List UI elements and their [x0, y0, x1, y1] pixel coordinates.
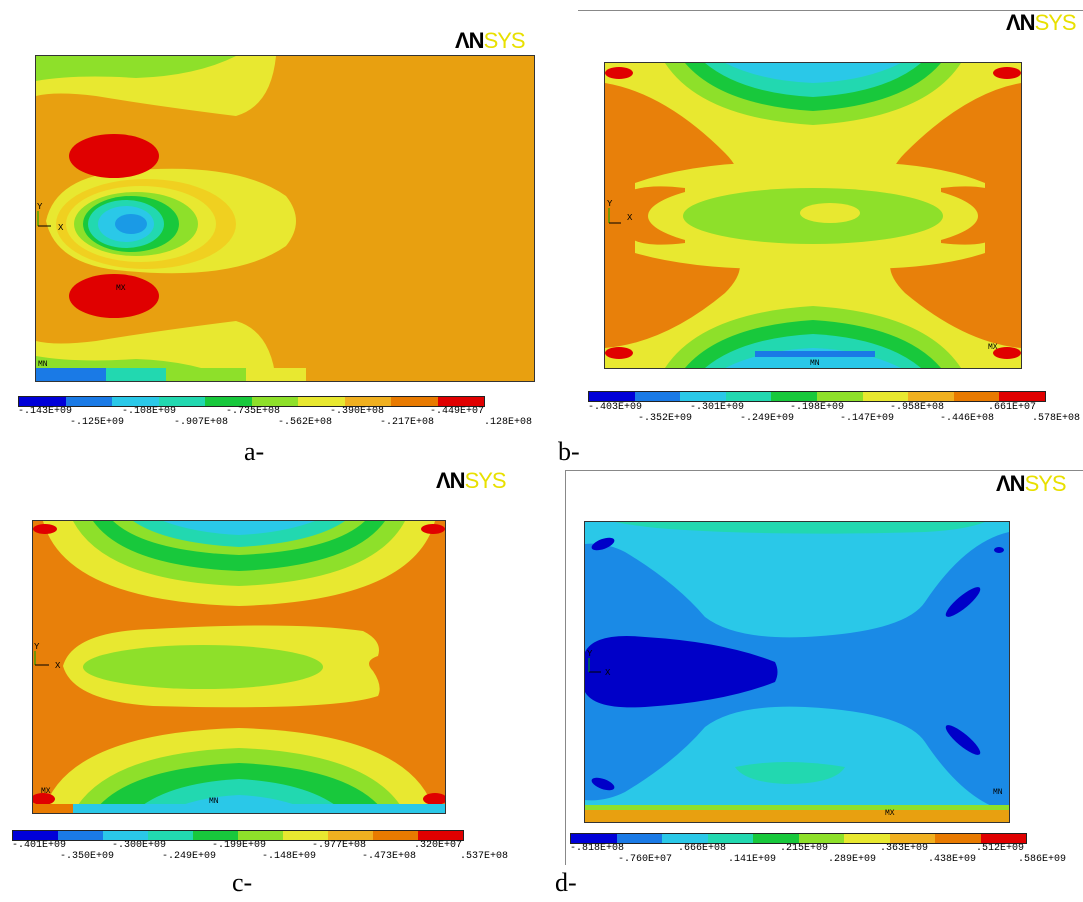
svg-text:Y: Y: [37, 202, 43, 212]
panel-b: ΛNSYS: [578, 0, 1083, 440]
svg-text:X: X: [55, 661, 61, 671]
caption-a: a-: [244, 437, 265, 466]
legend-top-row-a: -.143E+09 -.108E+09 -.735E+08 -.390E+08 …: [18, 406, 485, 417]
mn-label: MN: [810, 359, 820, 368]
panel-a: ΛNSYS MX MN: [0, 0, 540, 440]
mx-label: MX: [116, 284, 126, 293]
legend-bottom-row-b: -.352E+09 -.249E+09 -.147E+09 -.446E+08 …: [638, 413, 1081, 424]
colorbar-d: [570, 833, 1027, 844]
svg-text:Y: Y: [34, 642, 40, 652]
legend-top-row-c: -.401E+09 -.300E+09 -.199E+09 -.977E+08 …: [12, 840, 463, 851]
colorbar-b: [588, 391, 1046, 402]
colorbar-a: [18, 396, 485, 407]
svg-text:X: X: [605, 668, 611, 678]
mn-label: MN: [993, 788, 1003, 797]
mx-label: MX: [988, 343, 998, 352]
panel-c: ΛNSYS MX MN: [0, 468, 515, 868]
svg-text:X: X: [627, 213, 633, 223]
colorbar-c: [12, 830, 464, 841]
mx-label: MX: [885, 809, 895, 818]
caption-b: b-: [558, 437, 580, 466]
contour-plot-d: MN MX Y X: [584, 521, 1010, 823]
svg-text:X: X: [58, 223, 64, 233]
legend-top-row-b: -.403E+09 -.301E+09 -.198E+09 -.958E+08 …: [588, 402, 1037, 413]
svg-text:Y: Y: [587, 649, 593, 659]
caption-d: d-: [555, 868, 577, 897]
contour-plot-b: MX MN Y X: [604, 62, 1022, 369]
ansys-logo: ΛNSYS: [996, 471, 1067, 496]
svg-text:Y: Y: [607, 199, 613, 209]
frame-top-b: [578, 10, 1083, 11]
contour-plot-a: MX MN Y X: [35, 55, 535, 382]
ansys-logo: ΛNSYS: [1006, 10, 1077, 35]
contour-image-d: MN MX Y X: [585, 522, 1009, 822]
legend-bottom-row-d: -.760E+07 .141E+09 .289E+09 .438E+09 .58…: [618, 854, 1067, 865]
legend-bottom-row-a: -.125E+09 -.907E+08 -.562E+08 -.217E+08 …: [70, 417, 533, 428]
contour-plot-c: MX MN Y X: [32, 520, 446, 814]
frame-top-d: [565, 470, 1083, 471]
ansys-logo: ΛNSYS: [455, 28, 526, 53]
caption-c: c-: [232, 868, 253, 897]
contour-image-b: MX MN Y X: [605, 63, 1021, 368]
ansys-logo: ΛNSYS: [436, 468, 507, 493]
mx-label: MX: [41, 787, 51, 796]
mn-label: MN: [209, 797, 219, 806]
legend-top-row-d: -.818E+08 .666E+08 .215E+09 .363E+09 .51…: [570, 843, 1025, 854]
legend-bottom-row-c: -.350E+09 -.249E+09 -.148E+09 -.473E+08 …: [60, 851, 509, 862]
contour-image-c: MX MN Y X: [33, 521, 445, 813]
frame-left-d: [565, 470, 566, 865]
panel-d: ΛNSYS MN MX Y X: [566, 471, 1083, 871]
contour-image-a: MX MN Y X: [36, 56, 534, 381]
mn-label: MN: [38, 360, 48, 369]
